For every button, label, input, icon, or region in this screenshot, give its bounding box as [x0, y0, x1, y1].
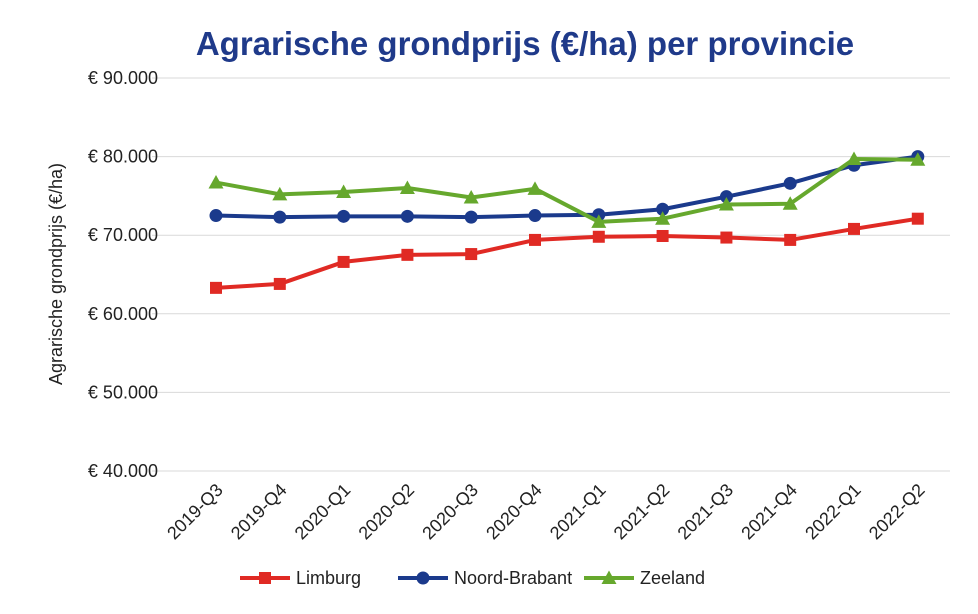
data-point-zeeland [655, 211, 671, 225]
x-tick-label: 2020-Q4 [482, 480, 546, 544]
data-point-zeeland [910, 152, 926, 166]
chart-title: Agrarische grondprijs (€/ha) per provinc… [196, 25, 854, 62]
data-point-limburg [401, 248, 414, 261]
x-tick-label: 2020-Q2 [355, 480, 419, 544]
data-point-noord-brabant [209, 209, 223, 223]
x-tick-label: 2019-Q3 [163, 480, 227, 544]
data-point-zeeland [782, 196, 798, 210]
y-tick-label: € 60.000 [88, 304, 158, 324]
data-point-limburg [720, 231, 733, 244]
data-point-limburg [656, 229, 669, 242]
data-point-limburg [465, 248, 478, 261]
y-tick-label: € 50.000 [88, 382, 158, 402]
data-point-limburg [911, 212, 924, 225]
series-lines [208, 150, 926, 294]
series-zeeland [208, 151, 926, 228]
legend: Limburg Noord-Brabant Zeeland [240, 568, 705, 588]
data-point-limburg [210, 281, 222, 294]
x-tick-label: 2020-Q3 [418, 480, 482, 544]
data-point-limburg [592, 230, 605, 243]
legend-label: Zeeland [640, 568, 705, 588]
data-point-zeeland [527, 181, 543, 195]
data-point-noord-brabant [337, 209, 351, 223]
data-point-limburg [273, 277, 286, 290]
y-axis-ticks: € 40.000 € 50.000 € 60.000 € 70.000 € 80.000… [88, 68, 158, 481]
legend-marker [416, 571, 430, 585]
data-point-noord-brabant [719, 190, 733, 204]
data-point-noord-brabant [400, 209, 414, 223]
data-point-zeeland [336, 184, 352, 198]
data-point-zeeland [463, 189, 479, 204]
series-line-limburg [215, 216, 919, 290]
data-point-limburg [337, 255, 350, 268]
gridlines [152, 77, 950, 472]
x-tick-label: 2021-Q1 [546, 480, 610, 544]
legend-item-noord-brabant: Noord-Brabant [398, 568, 572, 588]
data-point-zeeland [718, 197, 734, 211]
x-tick-label: 2020-Q1 [291, 480, 355, 544]
y-tick-label: € 70.000 [88, 225, 158, 245]
legend-item-limburg: Limburg [240, 568, 361, 588]
data-point-noord-brabant [464, 210, 478, 224]
data-point-zeeland [399, 180, 415, 195]
data-point-noord-brabant [783, 176, 797, 190]
data-point-zeeland [591, 214, 607, 228]
data-point-zeeland [272, 186, 288, 201]
data-point-limburg [529, 233, 541, 246]
x-tick-label: 2019-Q4 [227, 480, 291, 544]
y-tick-label: € 40.000 [88, 461, 158, 481]
series-line-noord-brabant [215, 154, 919, 220]
data-point-noord-brabant [273, 210, 287, 224]
legend-label: Noord-Brabant [454, 568, 572, 588]
legend-label: Limburg [296, 568, 361, 588]
data-point-zeeland [208, 175, 224, 189]
data-point-noord-brabant [656, 202, 670, 216]
data-point-zeeland [846, 151, 862, 165]
x-tick-label: 2021-Q4 [737, 480, 801, 544]
series-line-zeeland [215, 156, 918, 224]
x-tick-label: 2021-Q2 [610, 480, 674, 544]
series-limburg [210, 212, 924, 294]
x-axis-ticks: 2019-Q3 2019-Q4 2020-Q1 2020-Q2 2020-Q3 2020-… [163, 480, 928, 544]
data-point-limburg [784, 233, 797, 246]
y-tick-label: € 80.000 [88, 147, 158, 167]
y-tick-label: € 90.000 [88, 68, 158, 88]
x-tick-label: 2022-Q1 [801, 480, 865, 544]
legend-marker [259, 572, 271, 584]
data-point-limburg [848, 222, 860, 235]
x-tick-label: 2021-Q3 [674, 480, 738, 544]
x-tick-label: 2022-Q2 [865, 480, 929, 544]
legend-item-zeeland: Zeeland [584, 568, 705, 588]
data-point-noord-brabant [528, 209, 542, 223]
y-axis-label: Agrarische grondprijs (€/ha) [46, 163, 66, 385]
legend-marker [601, 570, 617, 584]
